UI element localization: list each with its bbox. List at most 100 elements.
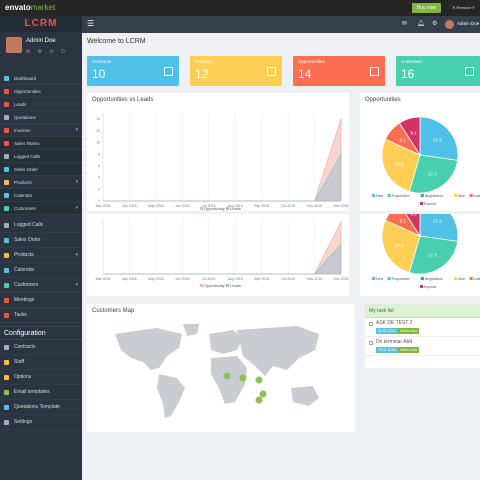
legend-label: Expired: [424, 285, 436, 289]
sidebar-item-label: Calendar: [14, 267, 35, 273]
sidebar-item-quotations[interactable]: Quotations: [0, 111, 82, 124]
sidebar-item-dashboard[interactable]: Dashboard: [0, 72, 82, 85]
map-marker-2[interactable]: [239, 374, 247, 382]
sidebar-item-meetings[interactable]: Meetings: [0, 293, 82, 308]
stat-card-value: 14: [298, 67, 312, 81]
sidebar-item-calendar[interactable]: Calendar: [0, 189, 82, 202]
task-name: ASK DE TEST 2: [376, 320, 413, 326]
sidebar-item-customers[interactable]: Customers ▾: [0, 278, 82, 293]
continents: [115, 324, 319, 418]
buy-now-button[interactable]: Buy now: [412, 3, 441, 13]
sidebar-item-calendar[interactable]: Calendar: [0, 263, 82, 278]
x-tick-label: Sep 2015: [254, 204, 269, 208]
pie-slice-negotiation[interactable]: [381, 138, 421, 192]
sidebar-item-icon: [4, 89, 9, 94]
pie-chart-2: 27.3 27.3 27.3 9.19.1 New Proposition Negotiat…: [372, 214, 480, 289]
menu-bottom: Logged Calls Sales Order Products ▾ Calendar…: [0, 218, 82, 323]
stat-card-contracts[interactable]: Contracts 10: [87, 56, 179, 86]
profile-name: Admin Doe: [26, 38, 56, 44]
mail-icon[interactable]: ✉: [402, 21, 408, 27]
avatar[interactable]: [6, 37, 22, 53]
greenland-shape: [183, 324, 199, 336]
sidebar-item-staff[interactable]: Staff: [0, 355, 82, 370]
config-title: Configuration: [0, 326, 82, 340]
y-tick-label: 2: [98, 187, 100, 191]
sidebar-item-opportunities[interactable]: Opportunities: [0, 85, 82, 98]
sidebar-item-email-templates[interactable]: Email templates: [0, 385, 82, 400]
sidebar-item-customers[interactable]: Customers ▾: [0, 202, 82, 215]
legend-label: New: [376, 277, 384, 281]
x-tick-label: Oct 2015: [281, 277, 295, 281]
sidebar-item-contracts[interactable]: Contracts: [0, 340, 82, 355]
sidebar-item-settings[interactable]: Settings: [0, 415, 82, 430]
sidebar-item-sales-order[interactable]: Sales Order: [0, 233, 82, 248]
gear-icon[interactable]: ⚙: [432, 21, 438, 27]
sidebar-item-logged-calls[interactable]: Logged Calls: [0, 150, 82, 163]
sidebar-item-icon: [4, 390, 9, 395]
sidebar-item-quotations-template[interactable]: Quotations Template: [0, 400, 82, 415]
stat-card-customers[interactable]: Customers 16: [396, 56, 480, 86]
envato-logo[interactable]: envatomarket: [5, 3, 56, 12]
pie-slice-proposition[interactable]: [408, 154, 459, 194]
legend-label: Negotiation: [425, 194, 443, 198]
map-markers: [223, 372, 267, 404]
sidebar-item-icon: [4, 253, 9, 258]
pie-slice-negotiation[interactable]: [381, 219, 421, 273]
envato-bar: envatomarket Buy now ✕ Remove F: [0, 0, 480, 16]
task-checkbox[interactable]: [369, 341, 373, 345]
x-tick-label: Mar 2015: [96, 277, 111, 281]
map-marker-4[interactable]: [259, 390, 267, 398]
topbar-user-name[interactable]: Admin Doe: [457, 21, 480, 26]
pie-slice-new[interactable]: [419, 116, 459, 161]
pie-slice-proposition[interactable]: [408, 235, 459, 275]
sidebar-item-tasks[interactable]: Tasks: [0, 308, 82, 323]
sidebar-item-label: Leads: [14, 102, 27, 107]
task-item[interactable]: De terminar Abd 29.01.2016. Admin Doe: [365, 337, 480, 356]
legend-swatch: [387, 277, 391, 280]
stat-card-products[interactable]: Products 12: [190, 56, 282, 86]
map-marker-5[interactable]: [255, 396, 263, 404]
pie-chart-panel: Opportunities 27.3 27.3 27.3 9.1 9.1 New Propo…: [360, 93, 480, 211]
pie-slice-won[interactable]: [384, 214, 422, 237]
profile-icons[interactable]: ✉ ⚙ ⊙ ⏻: [26, 49, 68, 55]
task-checkbox[interactable]: [369, 322, 373, 326]
map-marker-1[interactable]: [223, 372, 231, 380]
pie-slice-lost[interactable]: [399, 214, 421, 238]
legend-swatch: [420, 202, 423, 205]
world-map[interactable]: [87, 304, 355, 432]
sidebar-item-invoices[interactable]: Invoices ▾: [0, 124, 82, 137]
sidebar-item-label: Customers: [14, 206, 36, 211]
map-marker-3[interactable]: [255, 376, 263, 384]
task-item[interactable]: ASK DE TEST 2 01.02.2016. Admin Doe: [365, 318, 480, 337]
sidebar-item-leads[interactable]: Leads: [0, 98, 82, 111]
line-chart-1: Mar 2015 Apr 2015 May 2015 Jun 2015 Jul 2015…: [96, 113, 349, 211]
brand-logo[interactable]: LCRM: [0, 16, 82, 32]
legend-swatch: [454, 194, 457, 197]
sidebar-item-options[interactable]: Options: [0, 370, 82, 385]
sidebar-item-logged-calls[interactable]: Logged Calls: [0, 218, 82, 233]
legend-label: Proposition: [392, 277, 410, 281]
x-tick-label: Jun 2015: [175, 204, 189, 208]
sidebar: LCRM Admin Doe ✉ ⚙ ⊙ ⏻ Dashboard Opportun…: [0, 16, 82, 480]
sidebar-item-products[interactable]: Products ▾: [0, 248, 82, 263]
legend-swatch: [200, 284, 203, 287]
line-chart-2: Mar 2015 Apr 2015 May 2015 Jun 2015 Jul 2015…: [96, 218, 349, 288]
pie-slice-lost[interactable]: [398, 116, 421, 157]
top-bar: ☰ ✉ 🔔︎ ⚙ Admin Doe: [82, 16, 480, 33]
pie-slice-new[interactable]: [419, 214, 459, 242]
africa-shape: [211, 356, 247, 404]
sidebar-item-sales-teams[interactable]: Sales Teams: [0, 137, 82, 150]
remove-frame-link[interactable]: ✕ Remove F: [452, 5, 475, 10]
stat-card-opportunities[interactable]: Opportunities 14: [293, 56, 385, 86]
topbar-avatar[interactable]: [445, 20, 454, 29]
chevron-down-icon: ▾: [75, 127, 78, 133]
sidebar-item-sales-order[interactable]: Sales Order: [0, 163, 82, 176]
pie-slice-value: 27.3: [433, 138, 442, 143]
bell-icon[interactable]: 🔔︎: [417, 21, 425, 27]
hamburger-icon[interactable]: ☰: [87, 19, 95, 28]
task-name: De terminar Abd: [376, 339, 413, 345]
sidebar-item-products[interactable]: Products ▾: [0, 176, 82, 189]
sidebar-item-label: Meetings: [14, 297, 35, 303]
legend-label: Opportunity: [204, 206, 225, 211]
x-tick-label: Oct 2015: [281, 204, 295, 208]
